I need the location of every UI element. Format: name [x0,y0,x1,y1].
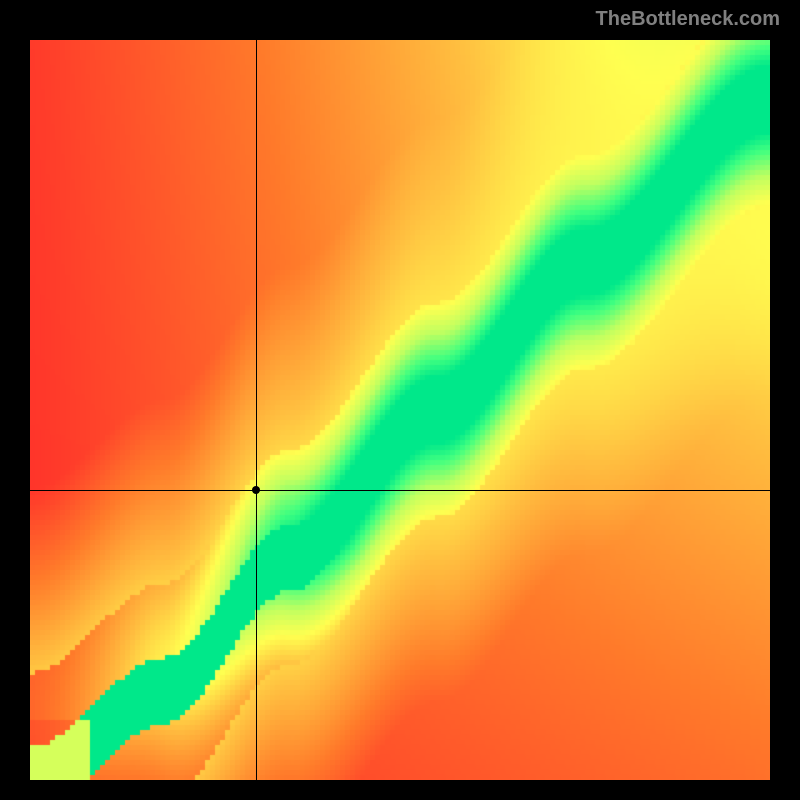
selected-point-marker [252,486,260,494]
watermark-text: TheBottleneck.com [596,8,780,31]
crosshair-horizontal [30,490,770,491]
crosshair-vertical [256,40,257,780]
heatmap-chart [30,40,770,780]
heatmap-canvas [30,40,770,780]
chart-container: TheBottleneck.com [0,0,800,800]
